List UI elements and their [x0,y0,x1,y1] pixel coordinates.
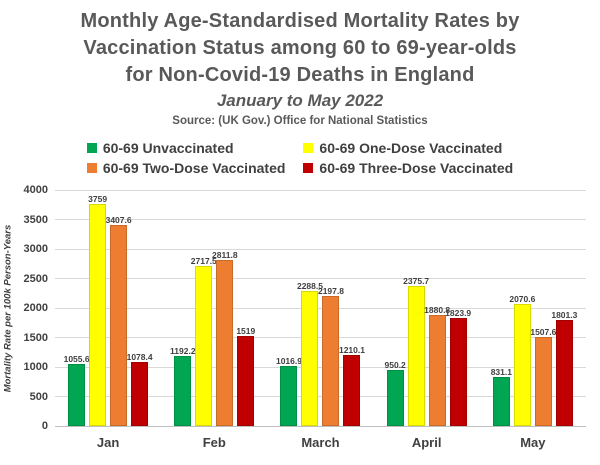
plot-area: 1055.6 3759 3407.6 1078.4 Jan 1192.2 2717.5 281… [55,189,586,450]
legend-swatch [86,143,97,153]
bar-value-label: 1801.3 [551,309,578,320]
bar-value-label: 3759 [88,194,108,205]
bar-group-jan: 1055.6 3759 3407.6 1078.4 Jan [64,190,153,450]
bar-value-label: 2070.6 [509,293,536,304]
bar: 2375.7 [403,276,429,426]
bar: 2811.8 [212,250,238,426]
chart-title-line-2: Vaccination Status among 60 to 69-year-o… [83,37,517,59]
bar: 1823.9 [445,308,471,426]
y-tick-label: 500 [29,390,48,403]
y-tick-label: 1500 [23,331,48,344]
bar-value-label: 1016.9 [275,356,302,367]
legend-label: 60-69 Two-Dose Vaccinated [102,160,286,176]
bar-value-label: 1192.2 [170,345,196,356]
legend-label: 60-69 Three-Dose Vaccinated [319,160,514,176]
bar: 2197.8 [318,286,344,426]
legend-swatch [303,163,314,173]
y-tick-label: 4000 [23,184,48,196]
bar-value-label: 1507.6 [530,327,557,338]
bar-group-april: 950.2 2375.7 1880.8 1823.9 April [385,190,472,450]
bar: 1192.2 [170,346,196,426]
x-category-label: April [411,435,442,450]
legend-label: 60-69 One-Dose Vaccinated [319,140,503,156]
bar: 1016.9 [276,356,302,426]
y-tick-label: 2000 [23,302,48,314]
bar-group-feb: 1192.2 2717.5 2811.8 1519 Feb [170,190,255,450]
x-category-label: Feb [202,435,226,450]
bar-value-label: 2288.5 [296,280,323,291]
legend-item-2: 60-69 Two-Dose Vaccinated [86,160,286,176]
legend-swatch [86,163,97,173]
bar: 950.2 [385,360,406,426]
bar-value-label: 831.1 [490,366,512,377]
chart-title-line-3: for Non-Covid-19 Deaths in England [125,64,475,86]
bar-value-label: 1880.8 [424,305,451,316]
bar: 1078.4 [127,352,153,426]
legend-swatch [303,143,314,153]
y-tick-label: 1000 [23,361,48,373]
y-tick-label: 0 [41,420,48,432]
x-category-label: March [301,435,340,450]
legend-item-3: 60-69 Three-Dose Vaccinated [303,160,513,176]
legend-item-0: 60-69 Unvaccinated [86,140,286,156]
bar-group-march: 1016.9 2288.5 2197.8 1210.1 March [276,190,365,450]
bar: 1519 [236,326,255,426]
chart-header: Monthly Age-Standardised Mortality Rates… [0,0,600,130]
bar: 2288.5 [297,281,323,426]
bar: 2070.6 [509,294,535,426]
chart-subtitle: January to May 2022 [216,91,384,110]
y-axis-ticks: 4000 3500 3000 2500 2000 1500 1000 500 0 [10,184,50,432]
bar-value-label: 2197.8 [317,286,344,297]
y-tick-label: 2500 [23,272,48,285]
bar-value-label: 2811.8 [212,250,238,261]
bar-group-may: 831.1 2070.6 1507.6 1801.3 May [491,190,578,450]
bar-chart: Mortality Rate per 100k Person-Years 400… [0,176,600,452]
bar-value-label: 2717.5 [190,255,217,266]
bar-value-label: 3407.6 [105,214,132,225]
bar: 1055.6 [64,354,90,426]
legend-item-1: 60-69 One-Dose Vaccinated [303,140,513,156]
bar: 2717.5 [191,256,217,426]
y-tick-label: 3500 [23,213,48,226]
bar-value-label: 1055.6 [63,353,90,364]
bar-value-label: 2375.7 [403,275,430,286]
x-category-label: Jan [96,435,120,450]
bar-value-label: 1519 [236,326,256,337]
bar: 1507.6 [530,327,556,426]
x-category-label: May [520,435,546,450]
bar-value-label: 1823.9 [445,308,472,319]
bar: 1880.8 [424,305,450,426]
bar: 3759 [88,194,107,426]
legend-label: 60-69 Unvaccinated [102,140,234,156]
chart-legend: 60-69 Unvaccinated 60-69 One-Dose Vaccina… [86,140,513,176]
bar: 3407.6 [106,215,132,426]
chart-title-line-1: Monthly Age-Standardised Mortality Rates… [80,10,520,32]
bar-value-label: 1078.4 [126,352,153,363]
y-tick-label: 3000 [23,243,48,255]
chart-source: Source: (UK Gov.) Office for National St… [172,115,428,127]
bar: 1210.1 [339,345,365,426]
bar-value-label: 950.2 [384,359,406,370]
bar: 1801.3 [551,310,577,426]
bar-value-label: 1210.1 [338,344,365,355]
bar: 831.1 [491,367,512,426]
